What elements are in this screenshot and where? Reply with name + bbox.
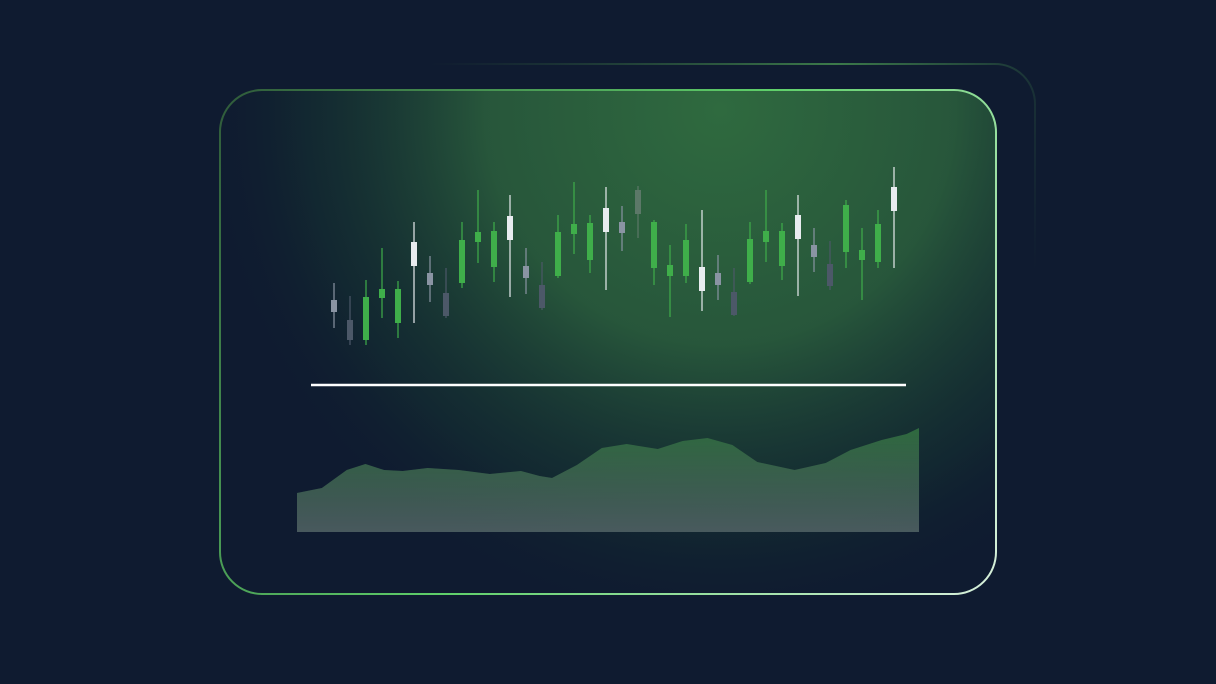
candle-body bbox=[603, 208, 609, 232]
candle-body bbox=[795, 215, 801, 239]
candle-body bbox=[443, 293, 449, 316]
candle-body bbox=[843, 205, 849, 252]
candle-body bbox=[491, 231, 497, 267]
candle-body bbox=[683, 240, 689, 276]
area-shade bbox=[297, 428, 919, 532]
candle-body bbox=[507, 216, 513, 240]
candle-body bbox=[619, 222, 625, 233]
candle-body bbox=[715, 273, 721, 285]
candle-body bbox=[571, 224, 577, 234]
candle-body bbox=[523, 266, 529, 278]
candlestick-chart bbox=[331, 167, 897, 345]
candle-body bbox=[763, 231, 769, 242]
candle-body bbox=[427, 273, 433, 285]
candle-body bbox=[555, 232, 561, 276]
candle-body bbox=[875, 224, 881, 262]
candle-body bbox=[827, 264, 833, 286]
candle-body bbox=[731, 292, 737, 315]
frame bbox=[219, 89, 997, 595]
candle-body bbox=[891, 187, 897, 211]
candle-body bbox=[635, 190, 641, 214]
back-frame bbox=[430, 63, 1036, 270]
candle-body bbox=[651, 222, 657, 268]
candle-body bbox=[811, 245, 817, 257]
candle-body bbox=[475, 232, 481, 242]
candle-body bbox=[459, 240, 465, 283]
candle-body bbox=[347, 320, 353, 340]
candle-body bbox=[379, 289, 385, 298]
candle-body bbox=[331, 300, 337, 312]
candle-body bbox=[699, 267, 705, 291]
candle-body bbox=[667, 265, 673, 276]
candle-body bbox=[411, 242, 417, 266]
candle-body bbox=[747, 239, 753, 282]
candle-body bbox=[395, 289, 401, 323]
candle-body bbox=[859, 250, 865, 260]
area-chart bbox=[297, 428, 919, 532]
candle-body bbox=[539, 285, 545, 308]
candle-body bbox=[587, 223, 593, 260]
candle-body bbox=[779, 231, 785, 266]
candle-body bbox=[363, 297, 369, 340]
